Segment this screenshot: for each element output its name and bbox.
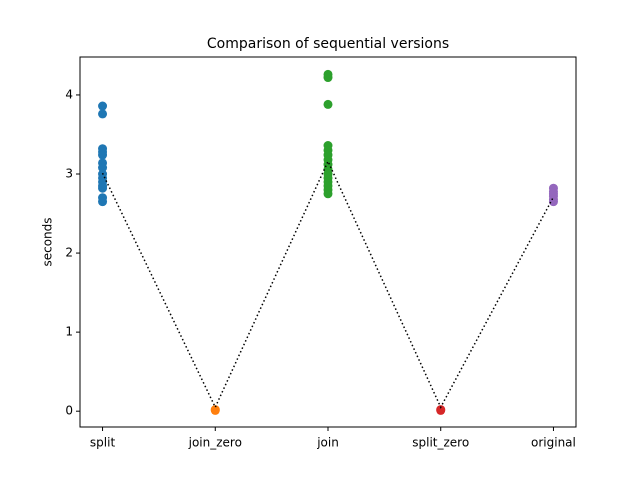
point [98,197,108,207]
y-tick-label: 2 [65,246,73,260]
x-tick-label: original [531,436,576,450]
point [323,99,333,109]
y-tick-label: 1 [65,325,73,339]
point [323,73,333,83]
point [98,183,108,193]
x-tick-label: join [316,436,339,450]
plot-frame [79,56,577,428]
point [98,101,108,111]
point [210,405,220,415]
y-tick-label: 3 [65,167,73,181]
chart-title: Comparison of sequential versions [207,36,449,52]
point [323,189,333,199]
y-axis-label: seconds [41,217,55,266]
x-tick-label: split_zero [412,436,469,450]
mean-line [101,159,555,409]
x-tick-label: join_zero [188,436,242,450]
point [548,197,558,207]
point [98,150,108,160]
y-tick-label: 0 [65,404,73,418]
point [98,163,108,173]
point [436,405,446,415]
point [98,109,108,119]
x-tick-label: split [90,436,116,450]
y-tick-label: 4 [65,87,73,101]
